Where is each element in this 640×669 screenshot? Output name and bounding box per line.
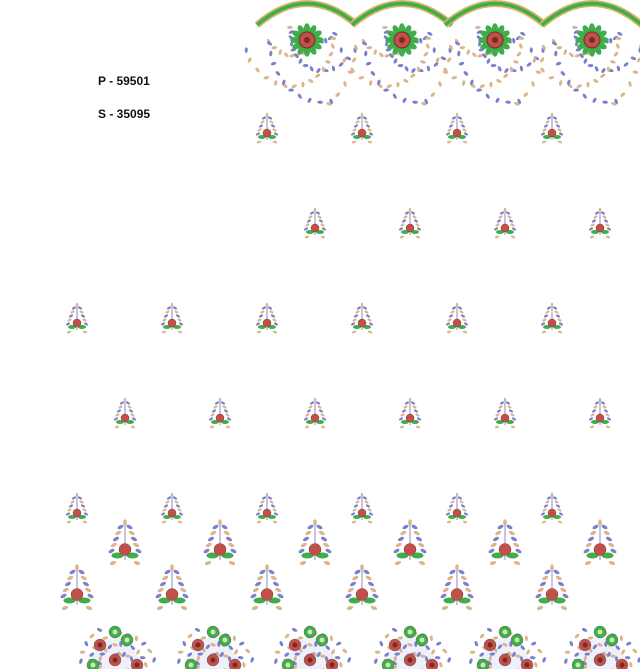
scalloped-border bbox=[244, 0, 640, 106]
bush-motif bbox=[374, 625, 451, 669]
small-motif bbox=[161, 302, 183, 334]
small-motif bbox=[66, 492, 88, 524]
small-motif bbox=[114, 397, 136, 429]
small-motif bbox=[304, 397, 326, 429]
small-motif bbox=[541, 492, 563, 524]
small-motif bbox=[161, 492, 183, 524]
small-motif bbox=[446, 492, 468, 524]
small-motif bbox=[351, 492, 373, 524]
small-motif bbox=[589, 397, 611, 429]
product-code-s: S - 35095 bbox=[98, 107, 151, 121]
small-motif bbox=[304, 207, 326, 239]
small-motif bbox=[351, 302, 373, 334]
small-motif bbox=[399, 397, 421, 429]
bush-motif bbox=[177, 625, 254, 669]
medium-motif bbox=[583, 519, 617, 566]
small-motif bbox=[209, 397, 231, 429]
small-motif bbox=[589, 207, 611, 239]
medium-motif bbox=[250, 564, 284, 611]
medium-motif bbox=[108, 519, 142, 566]
medium-motif bbox=[203, 519, 237, 566]
medium-motif bbox=[488, 519, 522, 566]
medium-motif bbox=[60, 564, 94, 611]
small-motif bbox=[66, 302, 88, 334]
small-motif bbox=[446, 302, 468, 334]
small-motif bbox=[541, 112, 563, 144]
medium-motif bbox=[393, 519, 427, 566]
small-motif bbox=[256, 112, 278, 144]
bush-motif bbox=[79, 625, 156, 669]
medium-motif bbox=[440, 564, 474, 611]
bush-motif bbox=[469, 625, 546, 669]
medium-motif bbox=[155, 564, 189, 611]
small-motif bbox=[494, 397, 516, 429]
medium-motif bbox=[535, 564, 569, 611]
small-motif bbox=[446, 112, 468, 144]
small-motif bbox=[351, 112, 373, 144]
medium-motif bbox=[345, 564, 379, 611]
medium-motif bbox=[298, 519, 332, 566]
bush-motif bbox=[274, 625, 351, 669]
bush-motif bbox=[564, 625, 640, 669]
small-motif bbox=[399, 207, 421, 239]
small-motif bbox=[256, 302, 278, 334]
small-motif bbox=[256, 492, 278, 524]
small-motif bbox=[494, 207, 516, 239]
product-code-p: P - 59501 bbox=[98, 74, 150, 88]
small-motif bbox=[541, 302, 563, 334]
